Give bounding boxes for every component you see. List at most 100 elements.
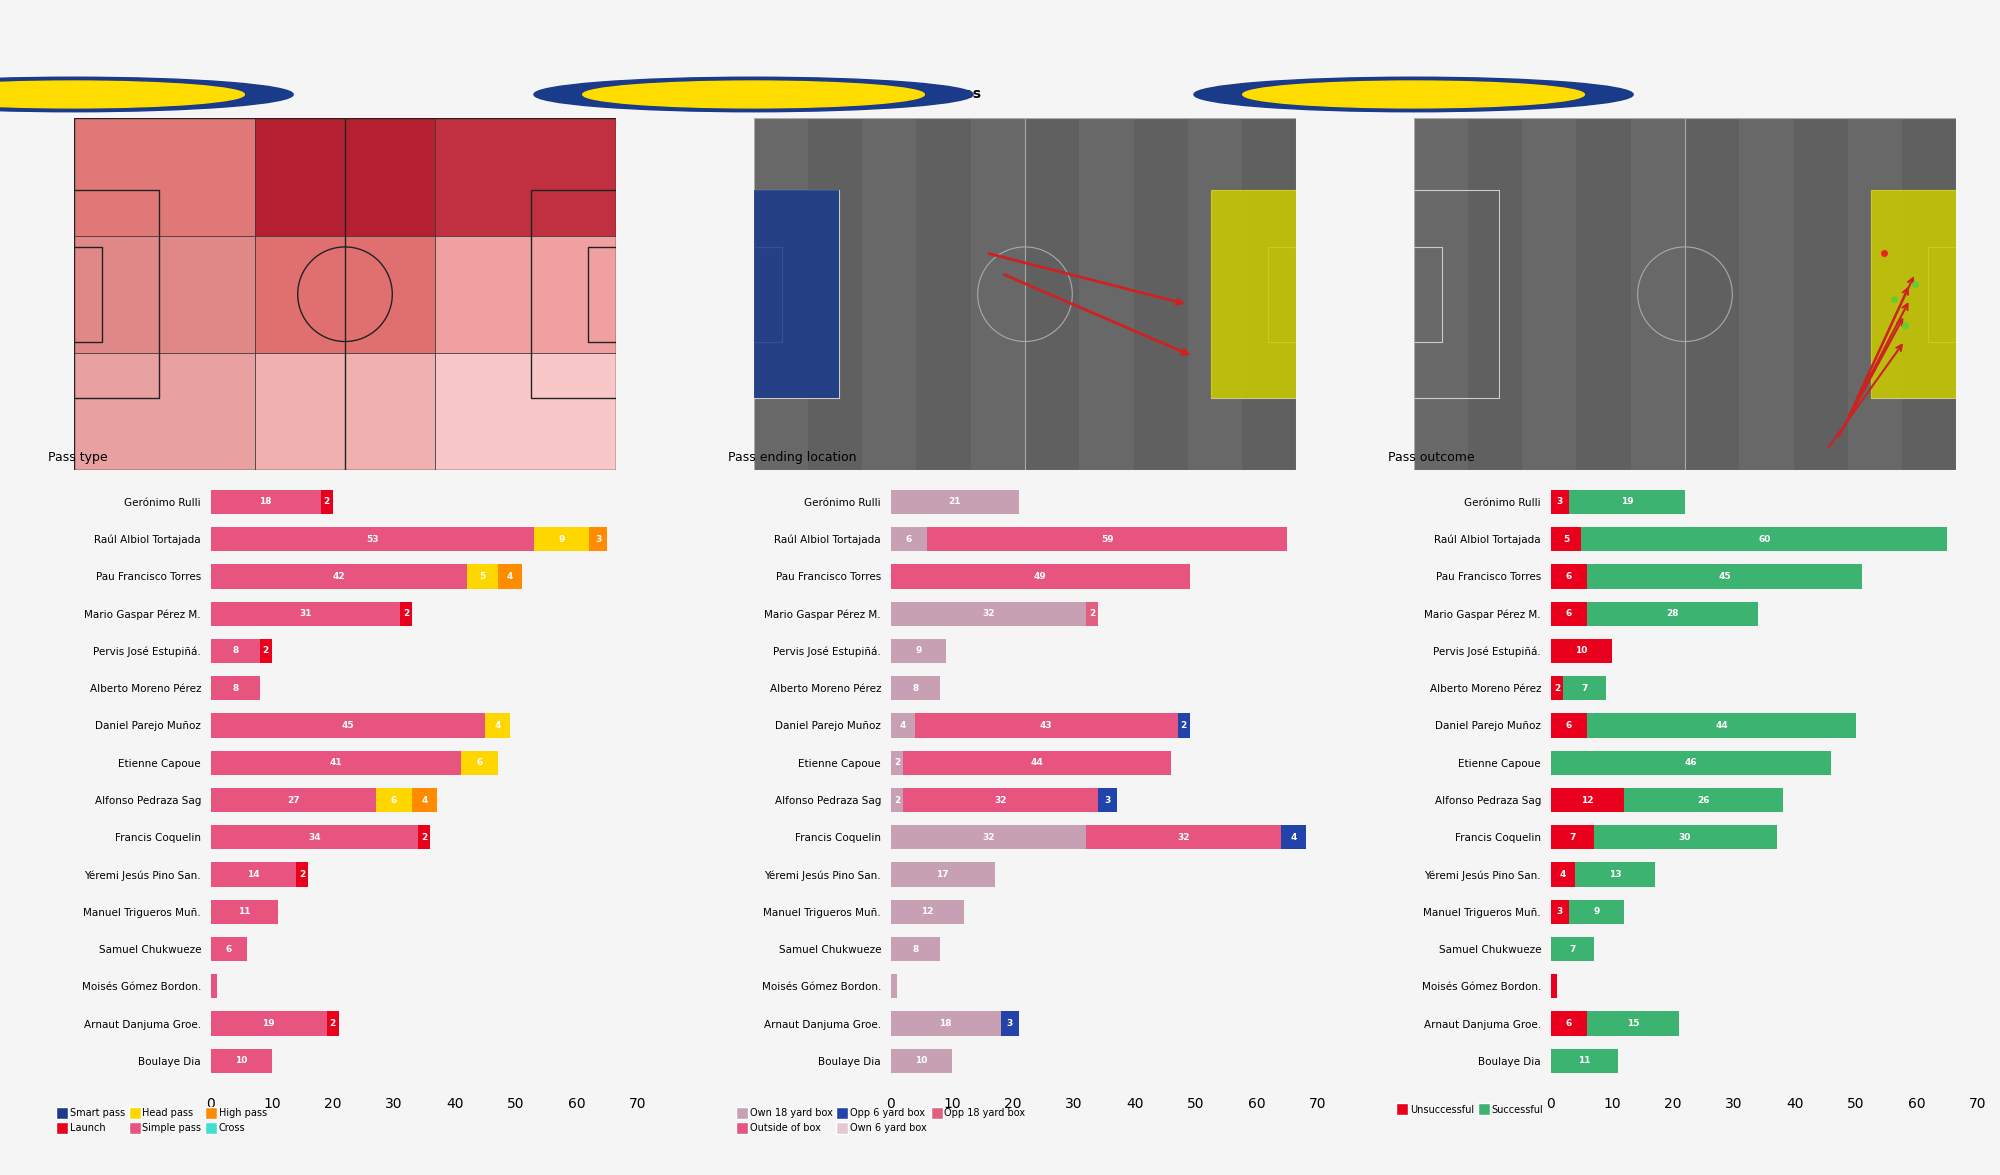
Bar — [210, 1012, 326, 1035]
Text: 4: 4 — [506, 572, 512, 580]
Legend: Smart pass, Launch, Head pass, Simple pass, High pass, Cross: Smart pass, Launch, Head pass, Simple pa… — [54, 1104, 270, 1137]
Text: 6: 6 — [390, 795, 396, 805]
Text: 2: 2 — [330, 1019, 336, 1028]
Text: 2: 2 — [300, 870, 306, 879]
Text: 11: 11 — [238, 907, 250, 916]
Text: 28: 28 — [1666, 609, 1680, 618]
Text: 4: 4 — [900, 721, 906, 730]
Text: 31: 31 — [300, 609, 312, 618]
Bar — [74, 119, 254, 236]
Bar — [1550, 564, 1588, 589]
Bar — [1134, 119, 1188, 470]
Text: 45: 45 — [1718, 572, 1730, 580]
Text: 32: 32 — [994, 795, 1006, 805]
Bar — [754, 119, 808, 470]
Text: 2: 2 — [1180, 721, 1186, 730]
Bar — [890, 490, 1018, 513]
Text: Pass ending location: Pass ending location — [728, 451, 856, 464]
Text: 2: 2 — [894, 758, 900, 767]
Legend: Unsuccessful, Successful: Unsuccessful, Successful — [1394, 1101, 1546, 1119]
Bar — [254, 119, 436, 236]
Bar — [1468, 119, 1522, 470]
Bar — [890, 1012, 1000, 1035]
Circle shape — [0, 78, 294, 112]
Text: 18: 18 — [940, 1019, 952, 1028]
Text: 34: 34 — [308, 833, 320, 841]
Bar — [210, 490, 320, 513]
Bar — [1522, 119, 1576, 470]
Bar — [436, 352, 616, 470]
Bar — [1570, 490, 1684, 513]
Bar — [210, 713, 486, 738]
Bar — [210, 788, 376, 812]
Text: 2: 2 — [324, 497, 330, 506]
Bar — [890, 862, 994, 887]
Text: 2: 2 — [402, 609, 410, 618]
Text: 17: 17 — [936, 870, 948, 879]
Legend: Own 18 yard box, Outside of box, Opp 6 yard box, Own 6 yard box, Opp 18 yard box: Own 18 yard box, Outside of box, Opp 6 y… — [734, 1104, 1030, 1137]
Text: Pass type: Pass type — [48, 451, 108, 464]
Text: 19: 19 — [262, 1019, 276, 1028]
Bar — [890, 825, 1086, 850]
Text: 32: 32 — [982, 609, 994, 618]
Bar — [486, 713, 510, 738]
Bar — [1902, 119, 1956, 470]
Text: 3: 3 — [1556, 497, 1564, 506]
Text: 32: 32 — [982, 833, 994, 841]
Bar — [890, 713, 916, 738]
Bar — [1588, 713, 1856, 738]
Bar — [210, 900, 278, 924]
Text: Pass outcome: Pass outcome — [1388, 451, 1474, 464]
Text: 27: 27 — [286, 795, 300, 805]
Circle shape — [0, 81, 244, 108]
Bar — [1550, 713, 1588, 738]
Bar — [1550, 862, 1576, 887]
Text: 44: 44 — [1716, 721, 1728, 730]
Bar — [1550, 1012, 1588, 1035]
Text: 15: 15 — [1626, 1019, 1640, 1028]
Bar — [1588, 564, 1862, 589]
Text: 6: 6 — [476, 758, 482, 767]
Bar — [1550, 676, 1564, 700]
Bar — [1550, 788, 1624, 812]
Bar — [1086, 602, 1098, 626]
Bar — [1242, 119, 1296, 470]
Bar — [1550, 900, 1570, 924]
Bar — [808, 119, 862, 470]
Bar — [460, 751, 498, 774]
Text: 14: 14 — [248, 870, 260, 879]
Text: 3: 3 — [1556, 907, 1564, 916]
Text: 8: 8 — [912, 684, 918, 693]
Text: Villarreal Crosses: Villarreal Crosses — [1460, 87, 1578, 101]
Text: 53: 53 — [366, 535, 378, 544]
Text: 3: 3 — [596, 535, 602, 544]
Bar — [74, 352, 254, 470]
Bar — [210, 974, 216, 999]
Bar — [916, 713, 1178, 738]
Bar — [890, 936, 940, 961]
Bar — [890, 602, 1086, 626]
Text: 41: 41 — [330, 758, 342, 767]
Text: 10: 10 — [916, 1056, 928, 1066]
Bar — [890, 974, 896, 999]
Bar — [1740, 119, 1794, 470]
Text: 6: 6 — [1566, 609, 1572, 618]
Bar — [1024, 119, 1080, 470]
Text: 4: 4 — [494, 721, 500, 730]
Bar — [296, 862, 308, 887]
Bar — [1550, 751, 1832, 774]
Text: 10: 10 — [236, 1056, 248, 1066]
Bar — [210, 936, 248, 961]
Bar — [1594, 825, 1776, 850]
Bar — [74, 236, 254, 352]
Bar — [1080, 119, 1134, 470]
Circle shape — [1194, 78, 1634, 112]
Bar — [412, 788, 436, 812]
Text: 2: 2 — [422, 833, 428, 841]
Text: 18: 18 — [260, 497, 272, 506]
Text: 32: 32 — [1178, 833, 1190, 841]
Bar — [862, 119, 916, 470]
Bar — [210, 564, 468, 589]
Bar — [436, 119, 616, 236]
Text: 4: 4 — [1290, 833, 1296, 841]
